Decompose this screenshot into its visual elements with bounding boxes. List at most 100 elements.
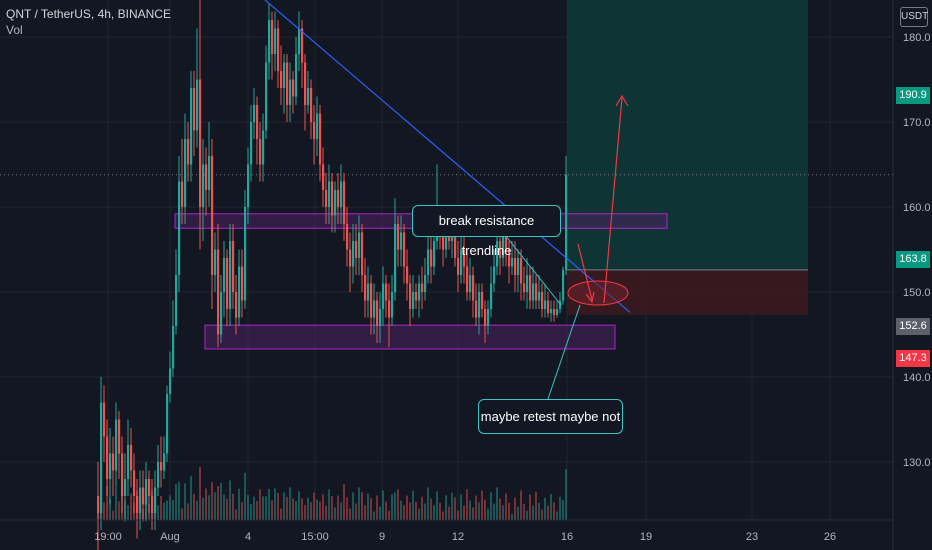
volume-bar: [295, 501, 297, 520]
y-tick-label: 180.0: [903, 32, 931, 44]
break-resistance-callout[interactable]: break resistance trendline: [412, 205, 561, 258]
volume-bar: [277, 493, 279, 520]
volume-bar: [523, 503, 525, 520]
candle-body: [385, 283, 388, 301]
x-tick-label: 15:00: [301, 531, 329, 543]
volume-bar: [463, 505, 465, 520]
drawings[interactable]: [504, 94, 629, 400]
candle-body: [406, 266, 409, 284]
volume-bar: [439, 502, 441, 520]
volume-bar: [556, 511, 558, 520]
candle-body: [139, 487, 142, 513]
stop-price-tag: 147.3: [896, 350, 930, 367]
retest-callout[interactable]: maybe retest maybe not: [478, 399, 623, 434]
candle-body: [208, 156, 211, 190]
symbol-title[interactable]: QNT / TetherUS, 4h, BINANCE: [6, 7, 171, 21]
candle-body: [442, 232, 445, 250]
candle-body: [304, 62, 307, 105]
trendline[interactable]: [201, 0, 631, 313]
volume-bar: [205, 488, 207, 520]
volume-bar: [268, 489, 270, 520]
candle-body: [541, 292, 544, 309]
volume-bar: [235, 509, 237, 520]
candle-body: [430, 249, 433, 267]
candle-body: [331, 181, 334, 216]
volume-bar: [331, 496, 333, 520]
volume-bar: [403, 505, 405, 520]
volume-bar: [232, 493, 234, 520]
volume-bar: [307, 497, 309, 520]
volume-bar: [427, 487, 429, 520]
volume-bar: [436, 491, 438, 520]
volume-bar: [502, 505, 504, 520]
candle-body: [130, 445, 133, 471]
volume-bar: [412, 490, 414, 520]
candle-body: [532, 283, 535, 301]
candle-body: [463, 249, 466, 267]
volume-bar: [289, 487, 291, 520]
target-arrowhead: [615, 94, 629, 107]
candle-body: [469, 275, 472, 292]
candle-body: [106, 436, 109, 479]
candle-body: [202, 164, 205, 207]
volume-bar: [265, 496, 267, 520]
volume-bar: [244, 472, 246, 520]
candle-body: [151, 496, 154, 513]
candle-body: [529, 275, 532, 301]
candle-body: [400, 232, 403, 250]
volume-bar: [565, 469, 567, 520]
volume-bar: [526, 510, 528, 520]
candle-body: [487, 309, 490, 326]
candle-body: [496, 241, 499, 267]
retest-arrowhead: [585, 291, 595, 304]
volume-bar: [115, 487, 117, 520]
volume-bar: [286, 497, 288, 520]
candle-body: [403, 232, 406, 267]
candle-body: [178, 181, 181, 275]
candle-body: [115, 419, 118, 471]
candle-body: [343, 181, 346, 224]
volume-bar: [430, 498, 432, 520]
volume-bar: [409, 502, 411, 520]
candle-body: [199, 79, 202, 207]
candle-body: [427, 249, 430, 275]
break-callout-tail: [504, 234, 562, 306]
volume-bar: [193, 494, 195, 520]
volume-bar: [301, 498, 303, 520]
candle-body: [241, 266, 244, 301]
volume-bar: [478, 502, 480, 520]
candle-body: [466, 266, 469, 292]
candle-body: [256, 105, 259, 139]
volume-bar: [487, 508, 489, 520]
volume-bar: [355, 503, 357, 520]
candle-body: [166, 394, 169, 454]
risk-reward-box[interactable]: [0, 0, 893, 315]
target-arrow: [603, 97, 623, 304]
volume-bar: [106, 486, 108, 520]
volume-bar: [241, 502, 243, 520]
volume-bar: [112, 510, 114, 520]
candle-body: [160, 462, 163, 471]
candle-body: [388, 300, 391, 318]
volume-bar: [304, 505, 306, 520]
volume-bar: [226, 498, 228, 520]
volume-bar: [433, 505, 435, 520]
candle-body: [238, 266, 241, 318]
currency-button[interactable]: USDT: [900, 7, 928, 27]
volume-bar: [103, 502, 105, 520]
candle-body: [217, 249, 220, 335]
candle-body: [100, 402, 103, 513]
volume-bar: [271, 500, 273, 520]
volume-bar: [253, 496, 255, 520]
volume-bar: [127, 505, 129, 520]
volume-bar: [214, 492, 216, 520]
volume-bar: [325, 505, 327, 520]
volume-bar: [340, 502, 342, 520]
candle-body: [292, 79, 295, 97]
y-tick-label: 140.0: [903, 372, 931, 384]
candle-body: [214, 249, 217, 275]
candle-body: [373, 300, 376, 318]
volume-bar: [211, 482, 213, 520]
